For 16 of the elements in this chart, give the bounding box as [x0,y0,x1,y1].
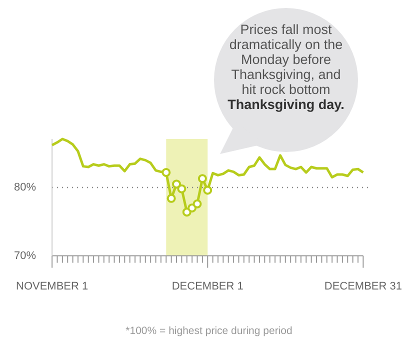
point [198,174,207,184]
x-tick-label: DECEMBER 31 [324,280,402,292]
point [166,194,176,203]
point [177,184,186,194]
point [192,199,202,208]
x-tick-label: NOVEMBER 1 [16,280,88,292]
point [188,203,197,212]
y-tick-label: 70% [14,250,36,262]
x-tick-label: DECEMBER 1 [172,280,244,292]
text: Thanksgiving day. [228,97,344,112]
text: *100% = highest price during period [124,325,294,337]
point [203,186,212,195]
y-tick-label: 80% [14,182,36,194]
text: Prices fall most dramatically on the Monday before Thanksgiving, and hit rock bottom [229,22,343,97]
point [162,168,171,177]
point [172,180,182,189]
